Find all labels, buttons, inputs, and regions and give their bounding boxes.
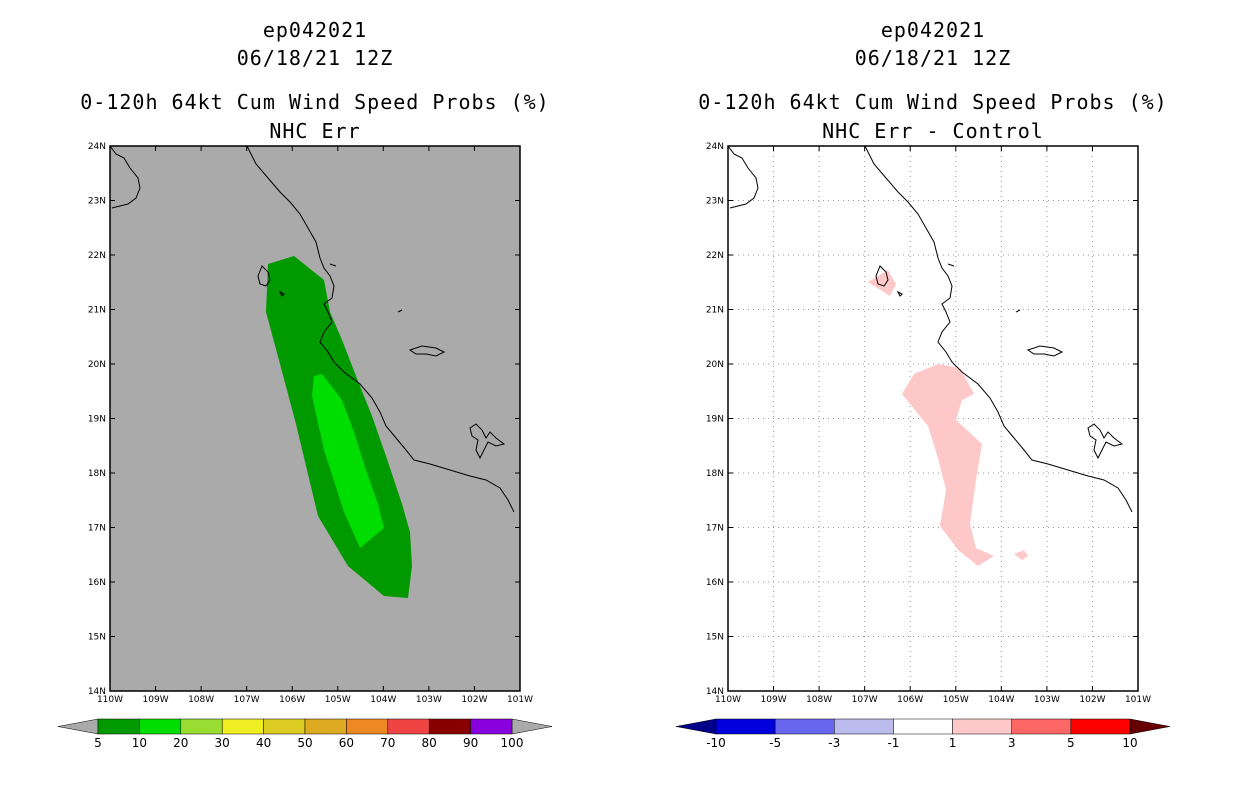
right-colorbar-label: 1 <box>949 736 957 750</box>
right-colorbar-label: 5 <box>1067 736 1075 750</box>
left-colorbar-label: 10 <box>132 736 147 750</box>
left-lat-label: 14N <box>88 687 106 697</box>
right-colorbar-swatch <box>893 718 953 735</box>
left-lat-label: 16N <box>88 578 106 588</box>
right-lon-label: 102W <box>1079 695 1105 705</box>
left-lon-label: 105W <box>325 695 351 705</box>
left-lat-label: 21N <box>88 306 106 316</box>
left-colorbar-swatch <box>180 718 223 735</box>
left-lat-label: 15N <box>88 633 106 643</box>
right-title-storm: ep042021 <box>880 18 986 42</box>
right-lon-label: 108W <box>806 695 832 705</box>
right-lat-label: 20N <box>706 360 724 370</box>
left-title-storm: ep042021 <box>262 18 368 42</box>
left-lon-label: 107W <box>234 695 260 705</box>
right-colorbar-label: -1 <box>887 736 899 750</box>
left-colorbar-label: 60 <box>339 736 354 750</box>
right-diff-patch-north <box>868 270 896 296</box>
right-title-subtitle: NHC Err - Control <box>822 119 1044 143</box>
left-lon-label: 104W <box>370 695 396 705</box>
right-colorbar-under-triangle <box>675 718 717 735</box>
right-lon-label: 105W <box>943 695 969 705</box>
left-lon-label: 108W <box>188 695 214 705</box>
left-colorbar-swatch <box>139 718 182 735</box>
right-title-date: 06/18/21 12Z <box>854 46 1012 70</box>
right-diff-patch-small <box>1014 550 1028 560</box>
right-lat-label: 24N <box>706 142 724 152</box>
left-colorbar-label: 80 <box>422 736 437 750</box>
right-lat-label: 21N <box>706 306 724 316</box>
left-lat-label: 22N <box>88 251 106 261</box>
left-colorbar: 5 10 20 30 40 50 60 70 80 90 100 <box>57 718 553 750</box>
right-colorbar-swatch <box>1070 718 1131 735</box>
right-lat-label: 18N <box>706 469 724 479</box>
left-lat-label: 17N <box>88 524 106 534</box>
right-colorbar-swatch <box>952 718 1012 735</box>
left-colorbar-over-triangle <box>511 718 553 735</box>
left-title-subtitle: NHC Err <box>269 119 361 143</box>
right-colorbar-label: 3 <box>1008 736 1016 750</box>
right-lat-label: 16N <box>706 578 724 588</box>
left-lat-label: 23N <box>88 197 106 207</box>
left-colorbar-label: 90 <box>463 736 478 750</box>
left-lat-label: 24N <box>88 142 106 152</box>
left-lat-label: 20N <box>88 360 106 370</box>
right-colorbar-label: -10 <box>706 736 726 750</box>
right-lon-label: 104W <box>988 695 1014 705</box>
right-title-product: 0-120h 64kt Cum Wind Speed Probs (%) <box>698 90 1168 114</box>
left-colorbar-swatch <box>221 718 264 735</box>
left-colorbar-swatch <box>387 718 430 735</box>
left-colorbar-swatch <box>470 718 513 735</box>
left-colorbar-label: 50 <box>297 736 312 750</box>
right-colorbar-swatch <box>774 718 835 735</box>
left-title-date: 06/18/21 12Z <box>236 46 394 70</box>
right-lon-label: 110W <box>715 695 741 705</box>
right-colorbar-over-triangle <box>1129 718 1171 735</box>
left-colorbar-label: 40 <box>256 736 271 750</box>
left-colorbar-label: 70 <box>380 736 395 750</box>
right-colorbar-swatch <box>715 718 776 735</box>
right-lat-label: 14N <box>706 687 724 697</box>
left-lat-label: 18N <box>88 469 106 479</box>
right-colorbar: -10 -5 -3 -1 1 3 5 10 <box>675 718 1171 750</box>
left-lon-label: 109W <box>143 695 169 705</box>
left-colorbar-swatch <box>346 718 389 735</box>
right-lat-label: 22N <box>706 251 724 261</box>
right-lon-label: 101W <box>1125 695 1151 705</box>
right-diff-patch-main <box>902 364 994 566</box>
right-colorbar-label: 10 <box>1122 736 1137 750</box>
left-colorbar-label: 5 <box>94 736 102 750</box>
left-prob-contour-10 <box>312 374 384 548</box>
left-colorbar-label: 20 <box>173 736 188 750</box>
left-lat-label: 19N <box>88 415 106 425</box>
right-lon-label: 106W <box>897 695 923 705</box>
right-lon-label: 107W <box>852 695 878 705</box>
left-lon-label: 102W <box>461 695 487 705</box>
right-lat-label: 19N <box>706 415 724 425</box>
left-colorbar-swatch <box>428 718 471 735</box>
left-title-product: 0-120h 64kt Cum Wind Speed Probs (%) <box>80 90 550 114</box>
left-lon-label: 101W <box>507 695 533 705</box>
right-colorbar-swatch <box>1011 718 1072 735</box>
left-lon-label: 103W <box>416 695 442 705</box>
left-lon-label: 110W <box>97 695 123 705</box>
left-colorbar-swatch <box>263 718 306 735</box>
right-colorbar-swatch <box>834 718 894 735</box>
left-colorbar-under-triangle <box>57 718 99 735</box>
left-colorbar-label: 100 <box>501 736 524 750</box>
right-colorbar-label: -3 <box>828 736 840 750</box>
left-colorbar-swatch <box>97 718 140 735</box>
right-lat-label: 17N <box>706 524 724 534</box>
right-lat-label: 15N <box>706 633 724 643</box>
right-lat-label: 23N <box>706 197 724 207</box>
right-lon-label: 109W <box>761 695 787 705</box>
right-lon-label: 103W <box>1034 695 1060 705</box>
left-colorbar-swatch <box>304 718 347 735</box>
left-lon-label: 106W <box>279 695 305 705</box>
right-colorbar-label: -5 <box>769 736 781 750</box>
left-colorbar-label: 30 <box>215 736 230 750</box>
